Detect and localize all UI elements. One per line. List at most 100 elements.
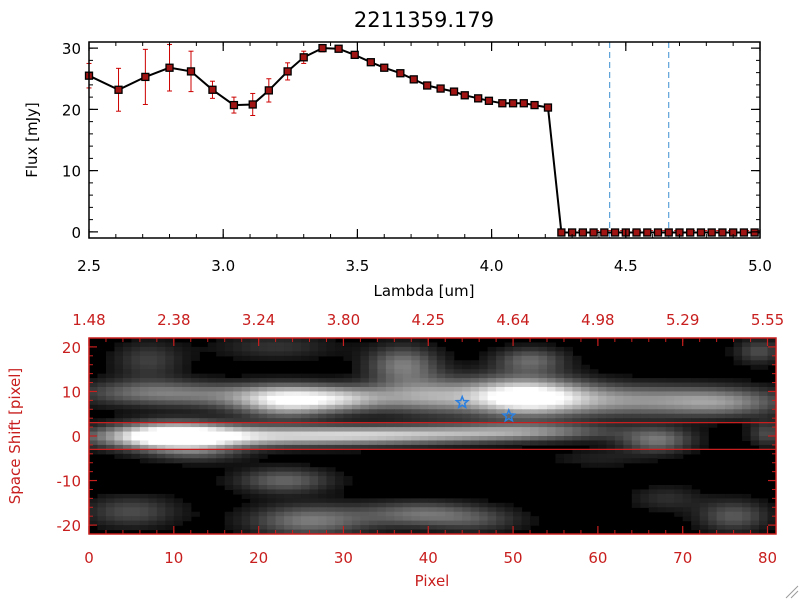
image-pixel bbox=[513, 507, 523, 513]
image-pixel bbox=[173, 373, 183, 379]
image-pixel bbox=[640, 502, 650, 508]
image-pixel bbox=[267, 516, 277, 522]
image-pixel bbox=[496, 382, 506, 388]
image-pixel bbox=[563, 378, 574, 384]
image-pixel bbox=[267, 471, 277, 477]
image-pixel bbox=[445, 525, 455, 531]
image-pixel bbox=[742, 511, 752, 517]
image-pixel bbox=[614, 418, 624, 424]
image-pixel bbox=[394, 436, 404, 442]
image-pixel bbox=[538, 360, 548, 366]
image-pixel bbox=[173, 404, 183, 410]
image-pixel bbox=[614, 391, 624, 397]
image-pixel bbox=[318, 529, 328, 534]
image-pixel bbox=[462, 502, 472, 508]
image-pixel bbox=[691, 413, 701, 419]
image-pixel bbox=[284, 440, 294, 446]
image-pixel bbox=[105, 516, 116, 522]
image-pixel bbox=[343, 520, 353, 526]
image-pixel bbox=[513, 440, 523, 446]
image-pixel bbox=[233, 489, 243, 495]
image-pixel bbox=[122, 436, 133, 442]
image-pixel bbox=[131, 355, 141, 361]
image-pixel bbox=[165, 387, 175, 393]
image-pixel bbox=[182, 458, 192, 464]
image-pixel bbox=[631, 395, 641, 401]
image-pixel bbox=[402, 364, 412, 370]
image-pixel bbox=[182, 369, 192, 375]
image-pixel bbox=[326, 444, 336, 450]
image-pixel bbox=[691, 391, 701, 397]
image-pixel bbox=[445, 502, 455, 508]
image-pixel bbox=[623, 404, 633, 410]
image-pixel bbox=[89, 404, 99, 410]
image-pixel bbox=[97, 507, 107, 513]
image-pixel bbox=[241, 471, 251, 477]
image-pixel bbox=[250, 476, 260, 482]
image-pixel bbox=[750, 440, 760, 446]
image-pixel bbox=[487, 391, 497, 397]
x-tick-label: 40 bbox=[419, 549, 438, 567]
image-pixel bbox=[691, 440, 701, 446]
image-pixel bbox=[580, 391, 591, 397]
image-pixel bbox=[657, 489, 667, 495]
image-pixel bbox=[479, 364, 489, 370]
image-pixel bbox=[182, 400, 192, 406]
image-pixel bbox=[156, 422, 166, 428]
image-pixel bbox=[97, 493, 107, 499]
image-pixel bbox=[275, 418, 285, 424]
image-pixel bbox=[555, 382, 565, 388]
image-pixel bbox=[725, 346, 735, 352]
image-pixel bbox=[402, 351, 412, 357]
image-pixel bbox=[623, 440, 633, 446]
flux-point bbox=[474, 94, 483, 103]
image-pixel bbox=[767, 395, 776, 401]
image-pixel bbox=[640, 418, 650, 424]
image-pixel bbox=[716, 525, 726, 531]
image-pixel bbox=[428, 444, 438, 450]
image-pixel bbox=[479, 444, 489, 450]
image-pixel bbox=[97, 498, 107, 504]
image-pixel bbox=[89, 387, 99, 393]
flux-point bbox=[557, 228, 566, 237]
image-pixel bbox=[122, 511, 133, 517]
image-pixel bbox=[173, 498, 183, 504]
image-pixel bbox=[699, 520, 709, 526]
image-pixel bbox=[470, 382, 480, 388]
image-pixel bbox=[759, 355, 769, 361]
image-pixel bbox=[555, 369, 565, 375]
image-pixel bbox=[521, 409, 531, 415]
image-pixel bbox=[513, 418, 523, 424]
image-pixel bbox=[402, 369, 412, 375]
image-pixel bbox=[733, 387, 743, 393]
image-pixel bbox=[284, 395, 294, 401]
image-pixel bbox=[563, 418, 574, 424]
image-pixel bbox=[445, 369, 455, 375]
image-pixel bbox=[326, 529, 336, 534]
image-pixel bbox=[665, 489, 675, 495]
image-pixel bbox=[733, 493, 743, 499]
image-pixel bbox=[190, 391, 200, 397]
image-pixel bbox=[105, 520, 116, 526]
image-pixel bbox=[292, 409, 302, 415]
image-pixel bbox=[470, 413, 480, 419]
image-pixel bbox=[411, 364, 421, 370]
image-pixel bbox=[258, 511, 268, 517]
image-pixel bbox=[258, 462, 268, 468]
image-pixel bbox=[504, 516, 514, 522]
image-pixel bbox=[742, 346, 752, 352]
image-pixel bbox=[521, 378, 531, 384]
image-pixel bbox=[572, 378, 582, 384]
image-pixel bbox=[725, 507, 735, 513]
image-pixel bbox=[402, 511, 412, 517]
image-pixel bbox=[114, 444, 124, 450]
image-pixel bbox=[496, 431, 506, 437]
image-pixel bbox=[716, 409, 726, 415]
resize-grip-icon[interactable] bbox=[785, 585, 799, 599]
image-pixel bbox=[674, 511, 684, 517]
image-pixel bbox=[139, 404, 149, 410]
image-pixel bbox=[445, 529, 455, 534]
image-pixel bbox=[445, 391, 455, 397]
image-pixel bbox=[479, 360, 489, 366]
